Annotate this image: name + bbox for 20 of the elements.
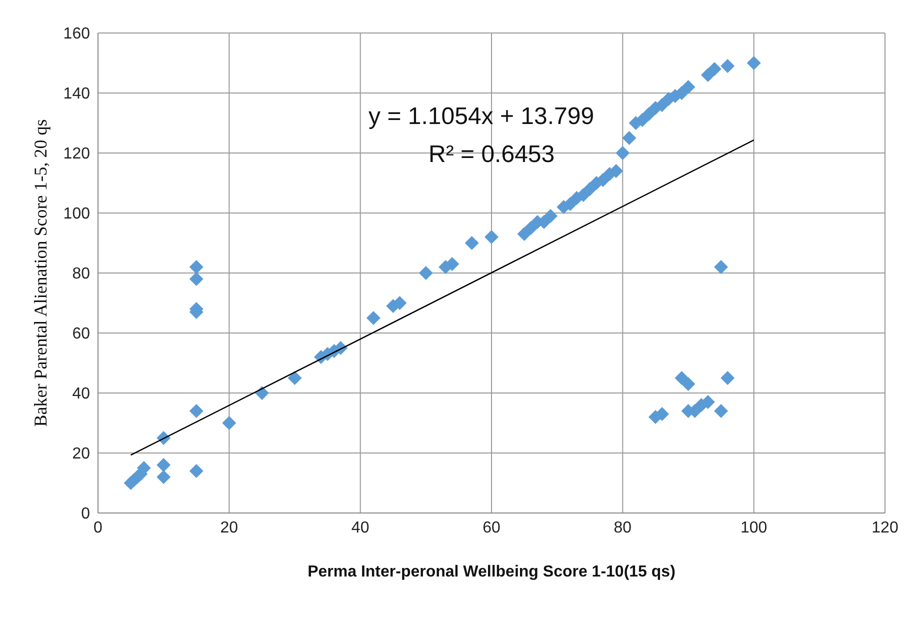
y-tick-label: 20 [72, 446, 90, 463]
x-tick-label: 20 [220, 519, 238, 536]
y-tick-label: 40 [72, 386, 90, 403]
annotation: y = 1.1054x + 13.799 [368, 103, 594, 131]
x-tick-label: 40 [351, 519, 370, 536]
x-tick-label: 80 [614, 519, 632, 536]
y-axis-title: Baker Parental Alienation Score 1-5, 20 qs [30, 119, 50, 427]
y-tick-label: 160 [63, 26, 90, 43]
y-tick-label: 0 [81, 506, 90, 523]
y-tick-label: 60 [72, 326, 90, 343]
y-tick-label: 140 [63, 86, 90, 103]
y-tick-label: 120 [63, 146, 90, 163]
y-tick-label: 100 [63, 206, 90, 223]
y-tick-label: 80 [72, 266, 90, 283]
x-tick-label: 0 [94, 519, 103, 536]
x-tick-label: 120 [872, 519, 898, 536]
x-tick-label: 60 [482, 519, 500, 536]
x-axis-title: Perma Inter-peronal Wellbeing Score 1-10(15 qs) [308, 563, 676, 580]
x-tick-label: 100 [740, 519, 768, 536]
annotation: R² = 0.6453 [428, 141, 555, 169]
